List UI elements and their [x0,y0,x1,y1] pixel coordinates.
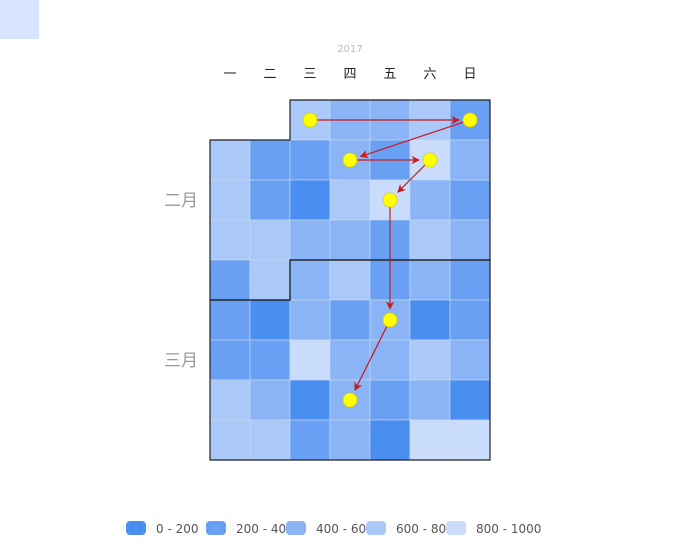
legend-swatch[interactable] [206,521,226,535]
day-cell[interactable] [449,219,491,261]
day-marker[interactable] [302,112,318,128]
day-cell[interactable] [209,339,251,381]
day-cell[interactable] [249,379,291,421]
day-marker[interactable] [342,152,358,168]
weekday-label: 一 [223,67,236,82]
month-borders [209,99,491,461]
path-arrow [397,159,431,193]
corner-tab [0,0,39,39]
day-marker[interactable] [422,152,438,168]
day-cell[interactable] [449,419,491,461]
legend-swatch[interactable] [286,521,306,535]
month-label: 二月 [164,191,198,211]
day-cell[interactable] [449,379,491,421]
day-cell[interactable] [289,379,331,421]
path-arrow [354,319,391,391]
day-cell[interactable] [409,179,451,221]
day-cell[interactable] [329,219,371,261]
day-cell[interactable] [409,259,451,301]
day-cell[interactable] [329,339,371,381]
day-cell[interactable] [249,259,291,301]
day-cell[interactable] [289,299,331,341]
legend-swatch[interactable] [366,521,386,535]
weekday-label: 日 [463,67,476,82]
day-cell[interactable] [249,299,291,341]
day-cell[interactable] [289,219,331,261]
day-cell[interactable] [289,139,331,181]
legend-swatch[interactable] [446,521,466,535]
path-arrows [310,115,471,391]
day-cell[interactable] [209,419,251,461]
day-cell[interactable] [449,259,491,301]
legend-label: 0 - 200 [156,522,199,536]
day-cell[interactable] [289,179,331,221]
day-cell[interactable] [329,299,371,341]
weekday-label: 三 [303,67,316,82]
day-cell[interactable] [409,379,451,421]
legend-label: 600 - 800 [396,522,454,536]
weekday-label: 五 [383,67,396,82]
day-cell[interactable] [249,179,291,221]
day-cell[interactable] [409,419,451,461]
legend-label: 800 - 1000 [476,522,541,536]
day-cell[interactable] [289,339,331,381]
legend-label: 400 - 600 [316,522,374,536]
day-cell[interactable] [449,179,491,221]
path-arrow [359,119,471,159]
day-cell[interactable] [329,259,371,301]
day-cell[interactable] [209,219,251,261]
day-cell[interactable] [249,339,291,381]
day-cell[interactable] [449,139,491,181]
day-cell[interactable] [329,419,371,461]
day-cell[interactable] [369,339,411,381]
day-cell[interactable] [209,139,251,181]
day-cell[interactable] [409,299,451,341]
day-marker[interactable] [382,312,398,328]
day-cell[interactable] [209,379,251,421]
day-cell[interactable] [249,219,291,261]
day-cell[interactable] [209,259,251,301]
day-cell[interactable] [209,299,251,341]
legend-swatch[interactable] [126,521,146,535]
day-cell[interactable] [329,379,371,421]
weekday-label: 六 [423,67,436,82]
day-markers [302,112,478,408]
day-cell[interactable] [449,339,491,381]
day-cell[interactable] [289,259,331,301]
day-marker[interactable] [342,392,358,408]
day-cell[interactable] [329,179,371,221]
month-label: 三月 [164,351,198,371]
day-marker[interactable] [382,192,398,208]
weekday-label: 二 [263,67,276,82]
day-cell[interactable] [369,379,411,421]
legend-label: 200 - 400 [236,522,294,536]
day-cell[interactable] [249,139,291,181]
day-cell[interactable] [289,419,331,461]
day-cell[interactable] [249,419,291,461]
day-cell[interactable] [409,219,451,261]
legend: 0 - 200 200 - 400 400 - 600 600 - 800 800 - … [126,521,541,536]
day-cell[interactable] [409,339,451,381]
year-label: 2017 [337,44,362,55]
weekday-label: 四 [343,67,356,82]
month-outline [209,259,491,461]
day-cell[interactable] [209,179,251,221]
day-marker[interactable] [462,112,478,128]
day-cell[interactable] [369,419,411,461]
day-cell[interactable] [449,299,491,341]
